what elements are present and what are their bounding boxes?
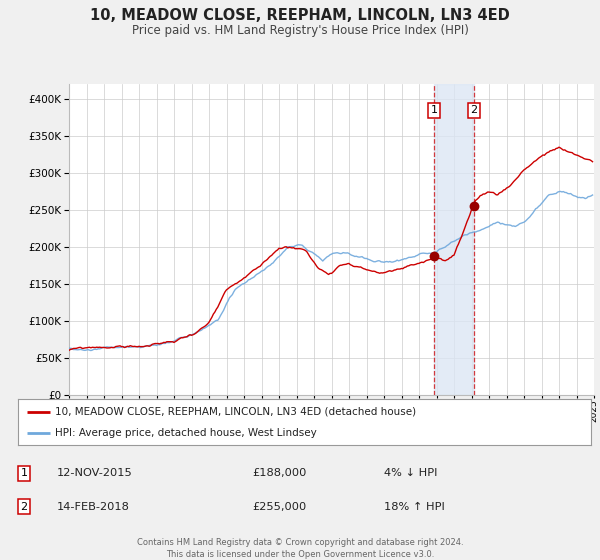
Text: 12-NOV-2015: 12-NOV-2015	[57, 468, 133, 478]
Text: 14-FEB-2018: 14-FEB-2018	[57, 502, 130, 512]
Text: Contains HM Land Registry data © Crown copyright and database right 2024.: Contains HM Land Registry data © Crown c…	[137, 538, 463, 547]
Text: 10, MEADOW CLOSE, REEPHAM, LINCOLN, LN3 4ED (detached house): 10, MEADOW CLOSE, REEPHAM, LINCOLN, LN3 …	[55, 407, 416, 417]
Text: £188,000: £188,000	[252, 468, 307, 478]
Text: 1: 1	[20, 468, 28, 478]
Text: 4% ↓ HPI: 4% ↓ HPI	[384, 468, 437, 478]
Bar	[434, 84, 473, 395]
Text: Price paid vs. HM Land Registry's House Price Index (HPI): Price paid vs. HM Land Registry's House …	[131, 24, 469, 36]
Text: 1: 1	[431, 105, 438, 115]
Text: HPI: Average price, detached house, West Lindsey: HPI: Average price, detached house, West…	[55, 428, 317, 438]
Text: This data is licensed under the Open Government Licence v3.0.: This data is licensed under the Open Gov…	[166, 550, 434, 559]
Point	[469, 202, 478, 211]
Text: 10, MEADOW CLOSE, REEPHAM, LINCOLN, LN3 4ED: 10, MEADOW CLOSE, REEPHAM, LINCOLN, LN3 …	[90, 8, 510, 24]
Text: 18% ↑ HPI: 18% ↑ HPI	[384, 502, 445, 512]
Text: 2: 2	[470, 105, 477, 115]
Text: 2: 2	[20, 502, 28, 512]
Text: £255,000: £255,000	[252, 502, 306, 512]
Point	[430, 251, 439, 260]
